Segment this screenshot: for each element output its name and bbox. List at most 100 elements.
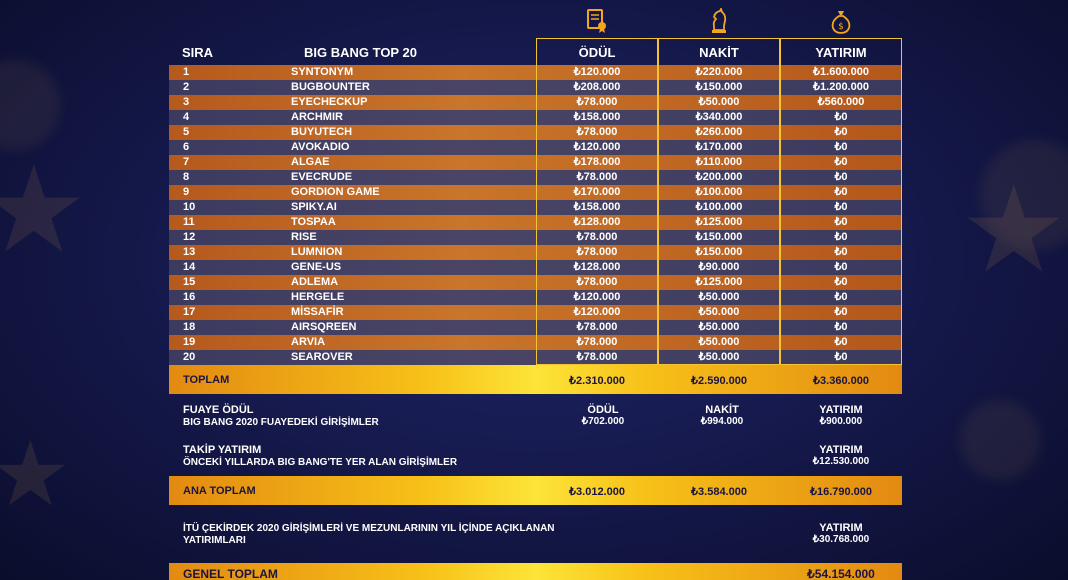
row-nakit: ₺125.000 [658, 275, 780, 290]
background-star-decoration: ★ [0, 425, 71, 525]
row-startup-name: SYNTONYM [291, 66, 354, 78]
row-odul: ₺78.000 [536, 95, 658, 110]
background-bokeh [0, 60, 60, 150]
row-nakit: ₺100.000 [658, 200, 780, 215]
row-nakit: ₺150.000 [658, 245, 780, 260]
row-odul: ₺78.000 [536, 350, 658, 365]
table-row: 9 GORDION GAME ₺170.000 ₺100.000 ₺0 [169, 185, 902, 200]
row-startup-name: MİSSAFİR [291, 306, 344, 318]
row-nakit: ₺220.000 [658, 65, 780, 80]
row-odul: ₺178.000 [536, 155, 658, 170]
rank-header: SIRA [182, 45, 214, 60]
table-row: 3 EYECHECKUP ₺78.000 ₺50.000 ₺560.000 [169, 95, 902, 110]
fuaye-nakit-label: NAKİT [705, 404, 739, 416]
fuaye-odul-section: FUAYE ÖDÜL BIG BANG 2020 FUAYEDEKİ GİRİŞ… [169, 402, 902, 436]
row-odul: ₺78.000 [536, 230, 658, 245]
itu-line2: YATIRIMLARI [183, 535, 246, 546]
row-startup-name: ADLEMA [291, 276, 339, 288]
row-startup-name: SEAROVER [291, 351, 353, 363]
table-title: BIG BANG TOP 20 [304, 45, 417, 60]
row-yatirim: ₺0 [780, 350, 902, 365]
row-nakit: ₺50.000 [658, 320, 780, 335]
row-nakit: ₺150.000 [658, 230, 780, 245]
row-rank: 17 [183, 306, 196, 318]
table-row: 15 ADLEMA ₺78.000 ₺125.000 ₺0 [169, 275, 902, 290]
certificate-icon [536, 4, 658, 38]
row-nakit: ₺110.000 [658, 155, 780, 170]
row-yatirim: ₺0 [780, 230, 902, 245]
table-header: SIRA BIG BANG TOP 20 ÖDÜL NAKİT YATIRIM [169, 38, 902, 65]
background-bokeh [980, 140, 1068, 250]
row-startup-name: RISE [291, 231, 317, 243]
row-odul: ₺120.000 [536, 305, 658, 320]
table-row: 10 SPIKY.AI ₺158.000 ₺100.000 ₺0 [169, 200, 902, 215]
row-rank: 14 [183, 261, 196, 273]
itu-cekirdek-section: İTÜ ÇEKİRDEK 2020 GİRİŞİMLERİ VE MEZUNLA… [169, 520, 902, 548]
row-rank: 20 [183, 351, 196, 363]
row-rank: 18 [183, 321, 196, 333]
table-row: 2 BUGBOUNTER ₺208.000 ₺150.000 ₺1.200.000 [169, 80, 902, 95]
row-yatirim: ₺0 [780, 110, 902, 125]
money-bag-icon: $ [780, 4, 902, 38]
row-rank: 3 [183, 96, 190, 108]
row-nakit: ₺125.000 [658, 215, 780, 230]
row-startup-name: SPIKY.AI [291, 201, 337, 213]
row-nakit: ₺50.000 [658, 350, 780, 365]
row-startup-name: LUMNION [291, 246, 343, 258]
row-rank: 2 [183, 81, 190, 93]
ana-toplam-odul: ₺3.012.000 [569, 486, 625, 498]
chess-knight-icon [658, 4, 780, 38]
genel-toplam-yatirim: ₺54.154.000 [807, 567, 875, 580]
background-star-decoration: ★ [960, 163, 1068, 297]
row-nakit: ₺170.000 [658, 140, 780, 155]
row-odul: ₺78.000 [536, 320, 658, 335]
toplam-odul: ₺2.310.000 [569, 375, 625, 387]
row-yatirim: ₺1.200.000 [780, 80, 902, 95]
background-star-decoration: ★ [0, 143, 88, 277]
toplam-label: TOPLAM [183, 374, 230, 386]
row-rank: 8 [183, 171, 190, 183]
row-odul: ₺78.000 [536, 275, 658, 290]
table-row: 20 SEAROVER ₺78.000 ₺50.000 ₺0 [169, 350, 902, 365]
row-yatirim: ₺560.000 [780, 95, 902, 110]
row-rank: 6 [183, 141, 190, 153]
row-odul: ₺78.000 [536, 245, 658, 260]
row-startup-name: GENE-US [291, 261, 342, 273]
toplam-bar: TOPLAM ₺2.310.000 ₺2.590.000 ₺3.360.000 [169, 365, 902, 394]
row-odul: ₺128.000 [536, 260, 658, 275]
fuaye-title: FUAYE ÖDÜL [183, 404, 254, 416]
row-startup-name: HERGELE [291, 291, 345, 303]
row-nakit: ₺50.000 [658, 335, 780, 350]
row-yatirim: ₺0 [780, 275, 902, 290]
ranking-table: 1 SYNTONYM ₺120.000 ₺220.000 ₺1.600.000 2 BUGB… [169, 65, 902, 365]
table-row: 7 ALGAE ₺178.000 ₺110.000 ₺0 [169, 155, 902, 170]
table-row: 6 AVOKADIO ₺120.000 ₺170.000 ₺0 [169, 140, 902, 155]
itu-yatirim-value: ₺30.768.000 [812, 534, 870, 545]
row-rank: 16 [183, 291, 196, 303]
row-rank: 15 [183, 276, 196, 288]
row-startup-name: BUYUTECH [291, 126, 353, 138]
row-yatirim: ₺0 [780, 290, 902, 305]
row-rank: 19 [183, 336, 196, 348]
row-yatirim: ₺0 [780, 170, 902, 185]
table-row: 13 LUMNION ₺78.000 ₺150.000 ₺0 [169, 245, 902, 260]
fuaye-subtitle: BIG BANG 2020 FUAYEDEKİ GİRİŞİMLER [183, 417, 379, 428]
row-rank: 5 [183, 126, 190, 138]
takip-title: TAKİP YATIRIM [183, 444, 262, 456]
row-rank: 12 [183, 231, 196, 243]
toplam-nakit: ₺2.590.000 [691, 375, 747, 387]
takip-yatirim-value: ₺12.530.000 [812, 456, 870, 467]
row-startup-name: ARCHMIR [291, 111, 343, 123]
row-odul: ₺170.000 [536, 185, 658, 200]
row-rank: 4 [183, 111, 190, 123]
table-row: 12 RISE ₺78.000 ₺150.000 ₺0 [169, 230, 902, 245]
toplam-yatirim: ₺3.360.000 [813, 375, 869, 387]
row-nakit: ₺260.000 [658, 125, 780, 140]
ana-toplam-bar: ANA TOPLAM ₺3.012.000 ₺3.584.000 ₺16.790… [169, 476, 902, 505]
table-row: 17 MİSSAFİR ₺120.000 ₺50.000 ₺0 [169, 305, 902, 320]
fuaye-odul-value: ₺702.000 [581, 416, 625, 427]
row-yatirim: ₺0 [780, 155, 902, 170]
ana-toplam-yatirim: ₺16.790.000 [809, 486, 873, 498]
row-rank: 7 [183, 156, 190, 168]
row-startup-name: GORDION GAME [291, 186, 380, 198]
